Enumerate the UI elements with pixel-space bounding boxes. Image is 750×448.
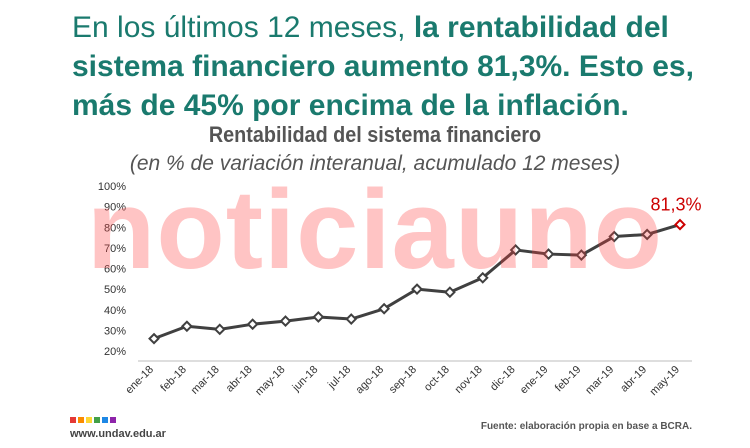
data-point — [148, 332, 160, 345]
y-tick-label: 20% — [104, 346, 126, 358]
y-tick-label: 80% — [104, 222, 126, 234]
data-point — [641, 228, 654, 241]
website-url: www.undav.edu.ar — [70, 428, 166, 440]
x-tick-label: dic-18 — [488, 364, 518, 394]
data-point — [542, 248, 555, 260]
data-point — [509, 244, 522, 256]
data-point — [575, 249, 588, 262]
logo-square-5 — [110, 417, 116, 423]
x-tick-label: may-19 — [648, 364, 682, 398]
y-tick-label: 70% — [104, 243, 126, 255]
data-point — [674, 218, 686, 231]
data-point — [608, 230, 621, 243]
y-tick-label: 100% — [98, 181, 126, 193]
data-point — [279, 315, 292, 328]
x-tick-label: ago-18 — [354, 364, 387, 397]
headline-normal: En los últimos 12 meses, — [72, 11, 414, 44]
undav-logo — [70, 417, 116, 423]
series-line — [153, 223, 681, 341]
x-tick-label: oct-18 — [422, 364, 452, 394]
data-point — [345, 313, 358, 325]
x-tick-label: mar-19 — [583, 364, 616, 397]
chart-subtitle: (en % de variación interanual, acumulado… — [129, 152, 621, 175]
headline-bold: la rentabilidad del sistema financiero a… — [72, 11, 694, 122]
data-label: 81,3% — [650, 195, 701, 215]
source-note: Fuente: elaboración propia en base a BCR… — [480, 421, 692, 432]
logo-square-4 — [102, 417, 108, 423]
data-point — [312, 311, 325, 323]
logo-square-1 — [78, 417, 84, 423]
x-tick-label: feb-19 — [553, 364, 584, 395]
x-tick-label: jun-18 — [290, 364, 321, 395]
y-tick-label: 50% — [104, 284, 126, 296]
x-tick-label: abr-18 — [224, 364, 255, 395]
logo-square-2 — [86, 417, 92, 423]
x-tick-label: abr-19 — [618, 364, 649, 395]
data-point — [246, 318, 259, 331]
x-tick-label: mar-18 — [189, 364, 222, 397]
y-tick-label: 60% — [104, 264, 126, 276]
data-point — [411, 283, 423, 296]
x-tick-label: sep-18 — [387, 364, 419, 396]
data-point — [180, 320, 193, 333]
x-tick-label: ene-18 — [123, 364, 156, 397]
x-tick-label: ene-19 — [518, 364, 551, 397]
y-tick-label: 90% — [104, 202, 126, 214]
y-tick-label: 40% — [104, 305, 126, 317]
y-tick-label: 30% — [104, 325, 126, 337]
x-tick-label: nov-18 — [453, 364, 485, 396]
data-point — [476, 271, 489, 284]
x-tick-label: feb-18 — [158, 364, 189, 395]
chart-title: Rentabilidad del sistema financiero — [208, 122, 542, 147]
data-point — [378, 302, 391, 315]
logo-square-0 — [70, 417, 76, 423]
x-tick-label: may-18 — [253, 364, 287, 398]
headline: En los últimos 12 meses, la rentabilidad… — [72, 8, 742, 125]
logo-square-3 — [94, 417, 100, 423]
data-point — [213, 323, 226, 336]
data-point — [443, 286, 456, 299]
x-tick-label: jul-18 — [325, 364, 353, 392]
